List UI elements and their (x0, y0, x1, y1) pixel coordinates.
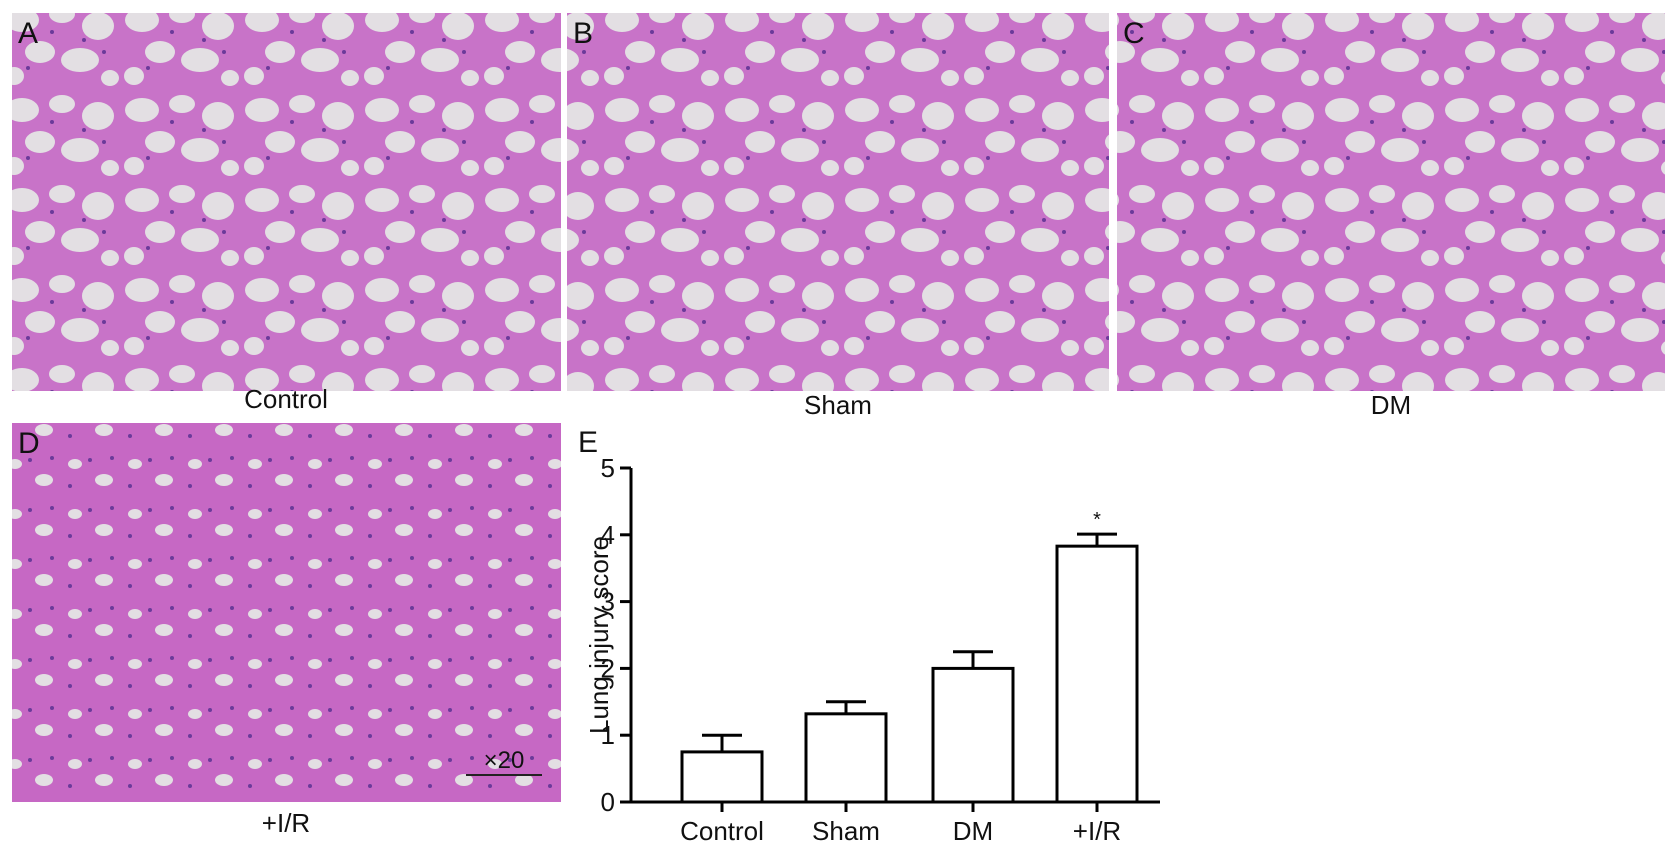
scale-label: ×20 (484, 747, 525, 774)
y-tick-label: 2 (601, 653, 615, 683)
y-tick-label: 3 (601, 587, 615, 617)
y-tick-label: 4 (601, 520, 615, 550)
bar (1055, 544, 1139, 804)
micrograph (1117, 13, 1665, 391)
micrograph (12, 13, 561, 391)
panel-caption: Sham (804, 390, 872, 420)
bar (680, 750, 764, 804)
bar (804, 712, 888, 804)
panel-letter: C (1123, 17, 1145, 50)
bar-chart: E Lung injury score 0 1 2 3 4 5 Control Sham DM +I/… (578, 426, 1160, 846)
panel-letter: E (578, 426, 598, 459)
y-tick-label: 1 (601, 720, 615, 750)
x-tick-label: Sham (812, 816, 880, 846)
panel-letter: D (18, 427, 40, 460)
y-tick-label: 5 (601, 453, 615, 483)
x-tick-label: Control (680, 816, 764, 846)
panel-caption: DM (1371, 390, 1411, 420)
micrograph-panels: A Control B Sham C DM D +I/R ×20 (12, 13, 1665, 838)
panel-letter: A (18, 17, 38, 50)
y-tick-label: 0 (601, 787, 615, 817)
x-tick-label: DM (953, 816, 993, 846)
x-tick-label: +I/R (1073, 816, 1121, 846)
micrograph (567, 13, 1109, 391)
significance-marker: * (1093, 509, 1101, 531)
panel-caption: Control (244, 384, 328, 414)
panel-letter: B (573, 17, 593, 50)
y-axis-label: Lung injury score (584, 536, 614, 734)
panel-caption: +I/R (262, 808, 310, 838)
bar (931, 666, 1015, 804)
micrograph (12, 423, 561, 802)
